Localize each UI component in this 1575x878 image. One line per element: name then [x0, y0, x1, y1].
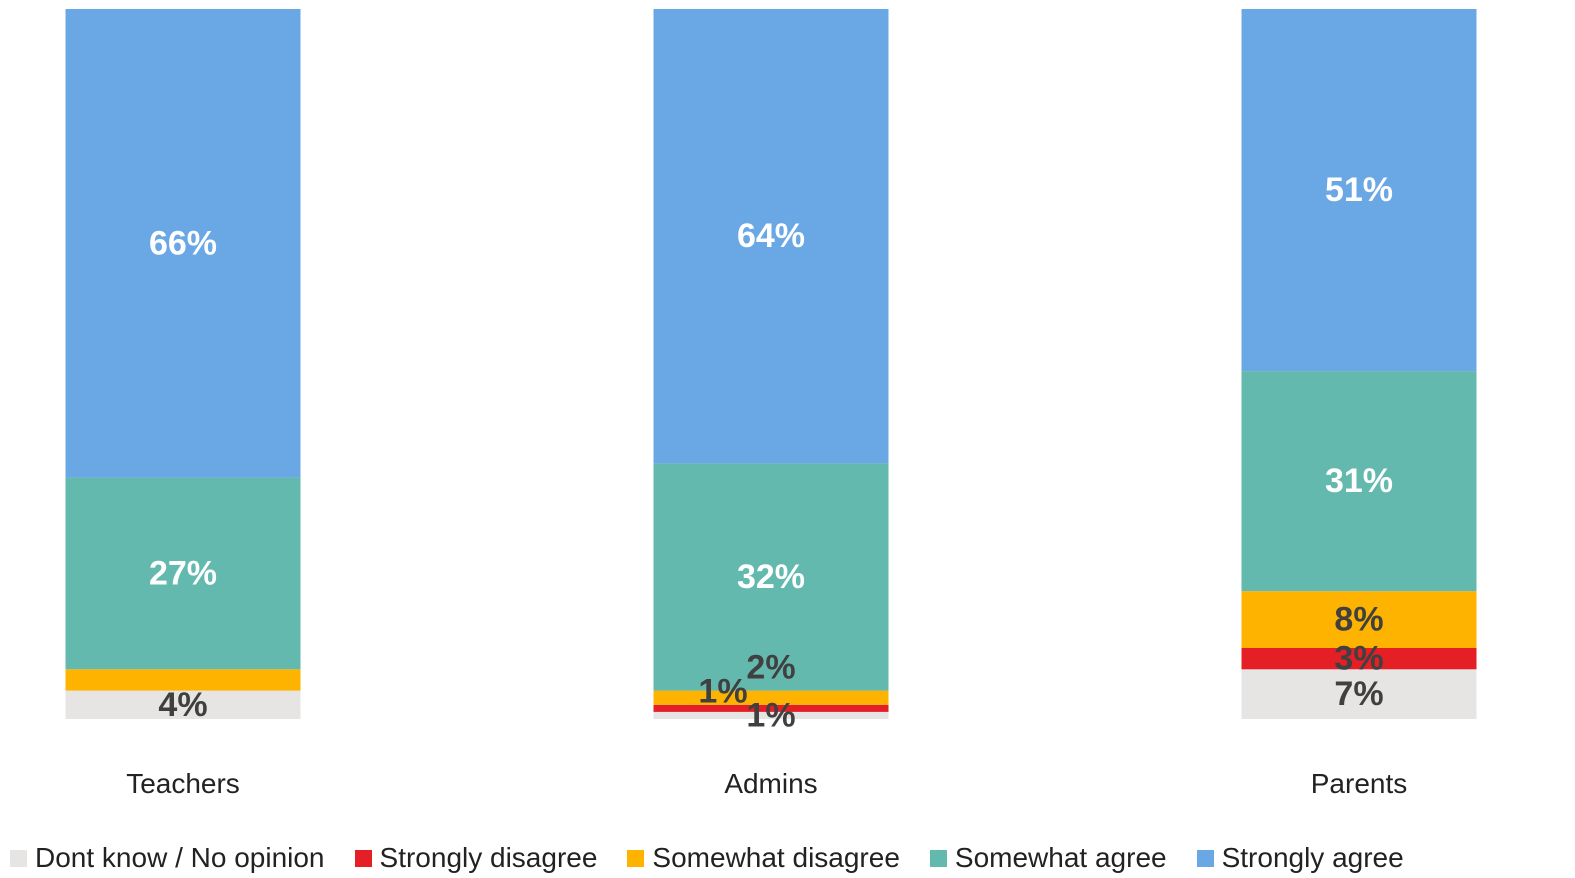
legend-label: Somewhat agree	[954, 842, 1167, 873]
bar-segment-teachers-strongly-agree	[65, 9, 301, 478]
data-label-admins-strongly-agree: 64%	[737, 217, 805, 255]
bar-segment-parents-dont-know-no-opinion	[1241, 669, 1477, 719]
data-label-parents-somewhat-disagree: 8%	[1334, 601, 1383, 639]
legend-swatch	[1196, 849, 1214, 867]
bar-segment-parents-strongly-agree	[1241, 9, 1477, 372]
bar-segment-teachers-somewhat-disagree	[65, 669, 301, 691]
chart-legend: Dont know / No opinion Strongly disagree S…	[10, 839, 1404, 877]
legend-swatch	[354, 849, 372, 867]
legend-swatch	[10, 849, 27, 867]
bar-segment-parents-strongly-disagree	[1241, 648, 1477, 670]
data-label-parents-dont-know-no-opinion: 7%	[1334, 675, 1383, 713]
legend-label: Strongly agree	[1221, 842, 1404, 873]
legend-item-strongly-agree: Strongly agree	[1196, 842, 1404, 874]
bar-segment-parents-somewhat-agree	[1241, 371, 1477, 592]
legend-item-somewhat-agree: Somewhat agree	[929, 842, 1167, 874]
data-label-admins-dont-know-no-opinion: 1%	[746, 696, 795, 734]
legend-item-somewhat-disagree: Somewhat disagree	[627, 842, 900, 874]
data-label-parents-somewhat-agree: 31%	[1325, 462, 1393, 500]
stacked-bar-chart: 4%27%66%Teachers1%1%2%32%64%Admins7%3%8%…	[65, 9, 1477, 799]
legend-label: Dont know / No opinion	[35, 842, 325, 873]
data-label-teachers-dont-know-no-opinion: 4%	[158, 686, 207, 724]
legend-label: Strongly disagree	[379, 842, 598, 873]
data-label-parents-strongly-agree: 51%	[1325, 171, 1393, 209]
legend-label: Somewhat disagree	[652, 842, 900, 873]
legend-item-dont-know-no-opinion: Dont know / No opinion	[10, 842, 325, 874]
data-label-admins-somewhat-agree: 32%	[737, 558, 805, 596]
data-label-admins-strongly-disagree: 1%	[698, 672, 747, 710]
bar-segment-admins-strongly-disagree	[653, 704, 889, 712]
legend-swatch	[627, 849, 645, 867]
bar-segment-parents-somewhat-disagree	[1241, 591, 1477, 648]
category-label-admins: Admins	[724, 768, 817, 799]
legend-swatch	[929, 849, 947, 867]
bar-segment-admins-dont-know-no-opinion	[653, 711, 889, 719]
bar-segment-teachers-somewhat-agree	[65, 477, 301, 670]
bar-segment-teachers-dont-know-no-opinion	[65, 690, 301, 719]
bar-segment-admins-strongly-agree	[653, 9, 889, 464]
data-label-teachers-strongly-agree: 66%	[149, 224, 217, 262]
data-label-teachers-somewhat-agree: 27%	[149, 554, 217, 592]
category-label-teachers: Teachers	[126, 768, 240, 799]
bar-segment-admins-somewhat-agree	[653, 463, 889, 691]
data-label-admins-somewhat-disagree: 2%	[746, 648, 795, 686]
legend-item-strongly-disagree: Strongly disagree	[354, 842, 598, 874]
category-label-parents: Parents	[1311, 768, 1408, 799]
data-label-parents-strongly-disagree: 3%	[1334, 640, 1383, 678]
bar-segment-admins-somewhat-disagree	[653, 690, 889, 705]
